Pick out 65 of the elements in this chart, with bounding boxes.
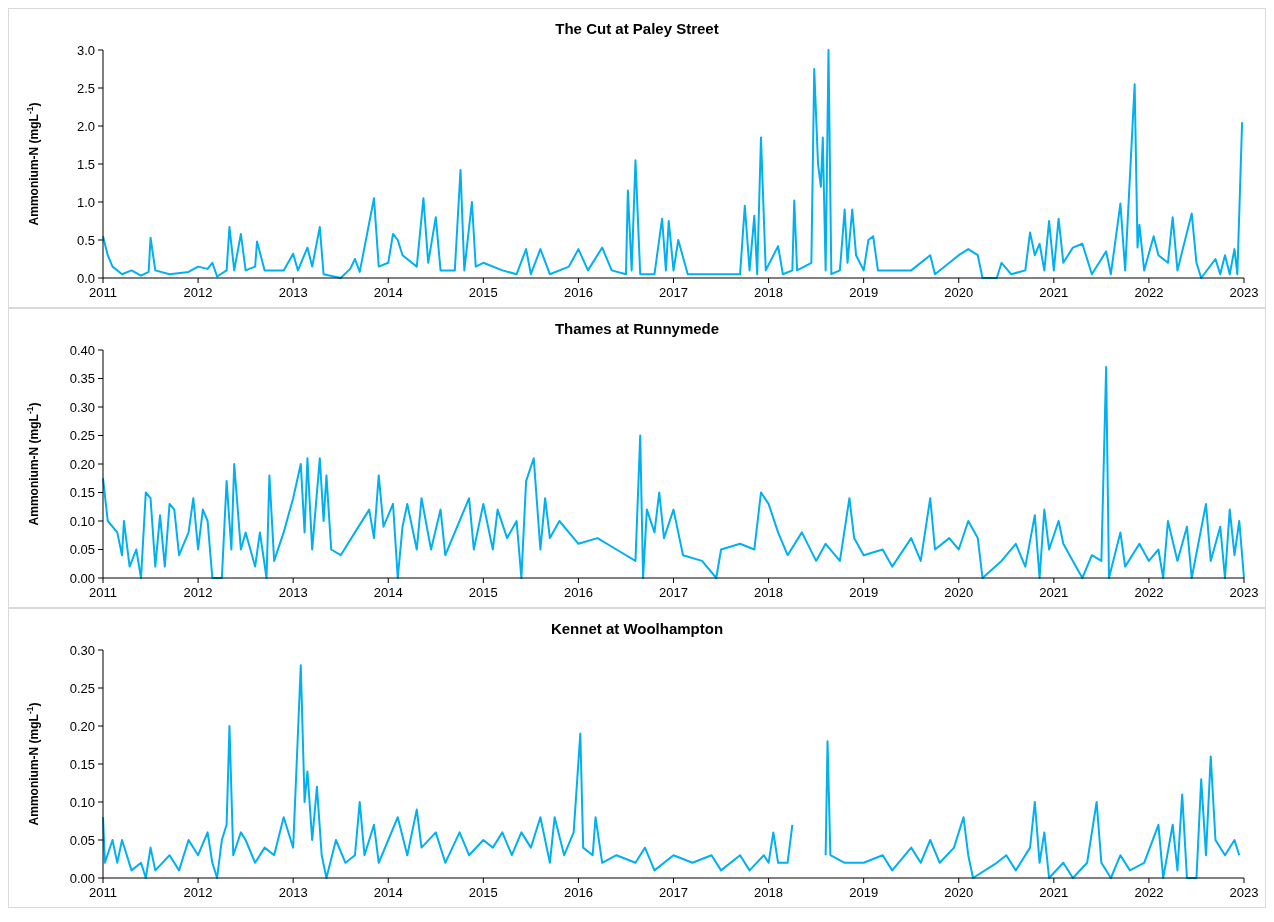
- y-tick-label: 0.30: [69, 642, 95, 658]
- x-tick-label: 2012: [183, 285, 213, 300]
- y-tick-label: 0.35: [69, 371, 95, 387]
- x-tick-label: 2020: [944, 585, 974, 600]
- x-tick-label: 2022: [1134, 885, 1164, 900]
- x-tick-label: 2015: [468, 285, 498, 300]
- x-tick-label: 2018: [754, 885, 784, 900]
- x-tick-label: 2023: [1229, 885, 1259, 900]
- chart-title: The Cut at Paley Street: [555, 20, 719, 37]
- x-tick-label: 2011: [89, 585, 117, 600]
- y-tick-label: 0.05: [69, 542, 95, 558]
- x-tick-label: 2017: [659, 285, 688, 300]
- y-tick-label: 0.00: [69, 870, 95, 886]
- x-tick-label: 2013: [278, 885, 308, 900]
- y-tick-label: 0.5: [76, 232, 95, 248]
- x-tick-label: 2019: [849, 885, 879, 900]
- y-tick-label: 1.5: [76, 156, 95, 172]
- x-tick-label: 2017: [659, 885, 688, 900]
- x-tick-label: 2011: [89, 885, 117, 900]
- x-tick-label: 2022: [1134, 285, 1164, 300]
- x-tick-label: 2021: [1039, 285, 1069, 300]
- x-tick-label: 2014: [373, 285, 403, 300]
- x-tick-label: 2014: [373, 585, 403, 600]
- x-tick-label: 2013: [278, 285, 308, 300]
- x-tick-label: 2014: [373, 885, 403, 900]
- y-tick-label: 0.10: [69, 794, 95, 810]
- x-tick-label: 2020: [944, 285, 974, 300]
- y-tick-label: 0.20: [69, 456, 95, 472]
- y-tick-label: 0.00: [69, 570, 95, 586]
- y-tick-label: 0.10: [69, 513, 95, 529]
- x-tick-label: 2016: [563, 885, 593, 900]
- y-tick-label: 0.15: [69, 485, 95, 501]
- y-tick-label: 0.20: [69, 718, 95, 734]
- x-tick-label: 2022: [1134, 585, 1164, 600]
- y-tick-label: 1.0: [76, 194, 95, 210]
- chart-title: Thames at Runnymede: [554, 320, 720, 337]
- x-tick-label: 2015: [468, 885, 498, 900]
- y-tick-label: 3.0: [76, 42, 95, 58]
- x-tick-label: 2021: [1039, 885, 1069, 900]
- x-tick-label: 2020: [944, 885, 974, 900]
- x-tick-label: 2019: [849, 285, 879, 300]
- x-tick-label: 2011: [89, 285, 117, 300]
- y-tick-label: 0.30: [69, 399, 95, 415]
- y-tick-label: 0.25: [69, 680, 95, 696]
- y-tick-label: 0.40: [69, 342, 95, 358]
- x-tick-label: 2021: [1039, 585, 1069, 600]
- y-tick-label: 2.5: [76, 80, 95, 96]
- y-tick-label: 2.0: [76, 118, 95, 134]
- y-tick-label: 0.05: [69, 832, 95, 848]
- x-tick-label: 2023: [1229, 585, 1259, 600]
- x-tick-label: 2018: [754, 585, 784, 600]
- x-tick-label: 2017: [659, 585, 688, 600]
- y-tick-label: 0.25: [69, 428, 95, 444]
- x-tick-label: 2016: [563, 285, 593, 300]
- x-tick-label: 2012: [183, 885, 213, 900]
- x-tick-label: 2018: [754, 285, 784, 300]
- y-tick-label: 0.0: [76, 270, 95, 286]
- x-tick-label: 2015: [468, 585, 498, 600]
- chart-title: Kennet at Woolhampton: [550, 620, 724, 637]
- x-tick-label: 2013: [278, 585, 308, 600]
- x-tick-label: 2012: [183, 585, 213, 600]
- x-tick-label: 2023: [1229, 285, 1259, 300]
- x-tick-label: 2016: [563, 585, 593, 600]
- y-tick-label: 0.15: [69, 756, 95, 772]
- x-tick-label: 2019: [849, 585, 879, 600]
